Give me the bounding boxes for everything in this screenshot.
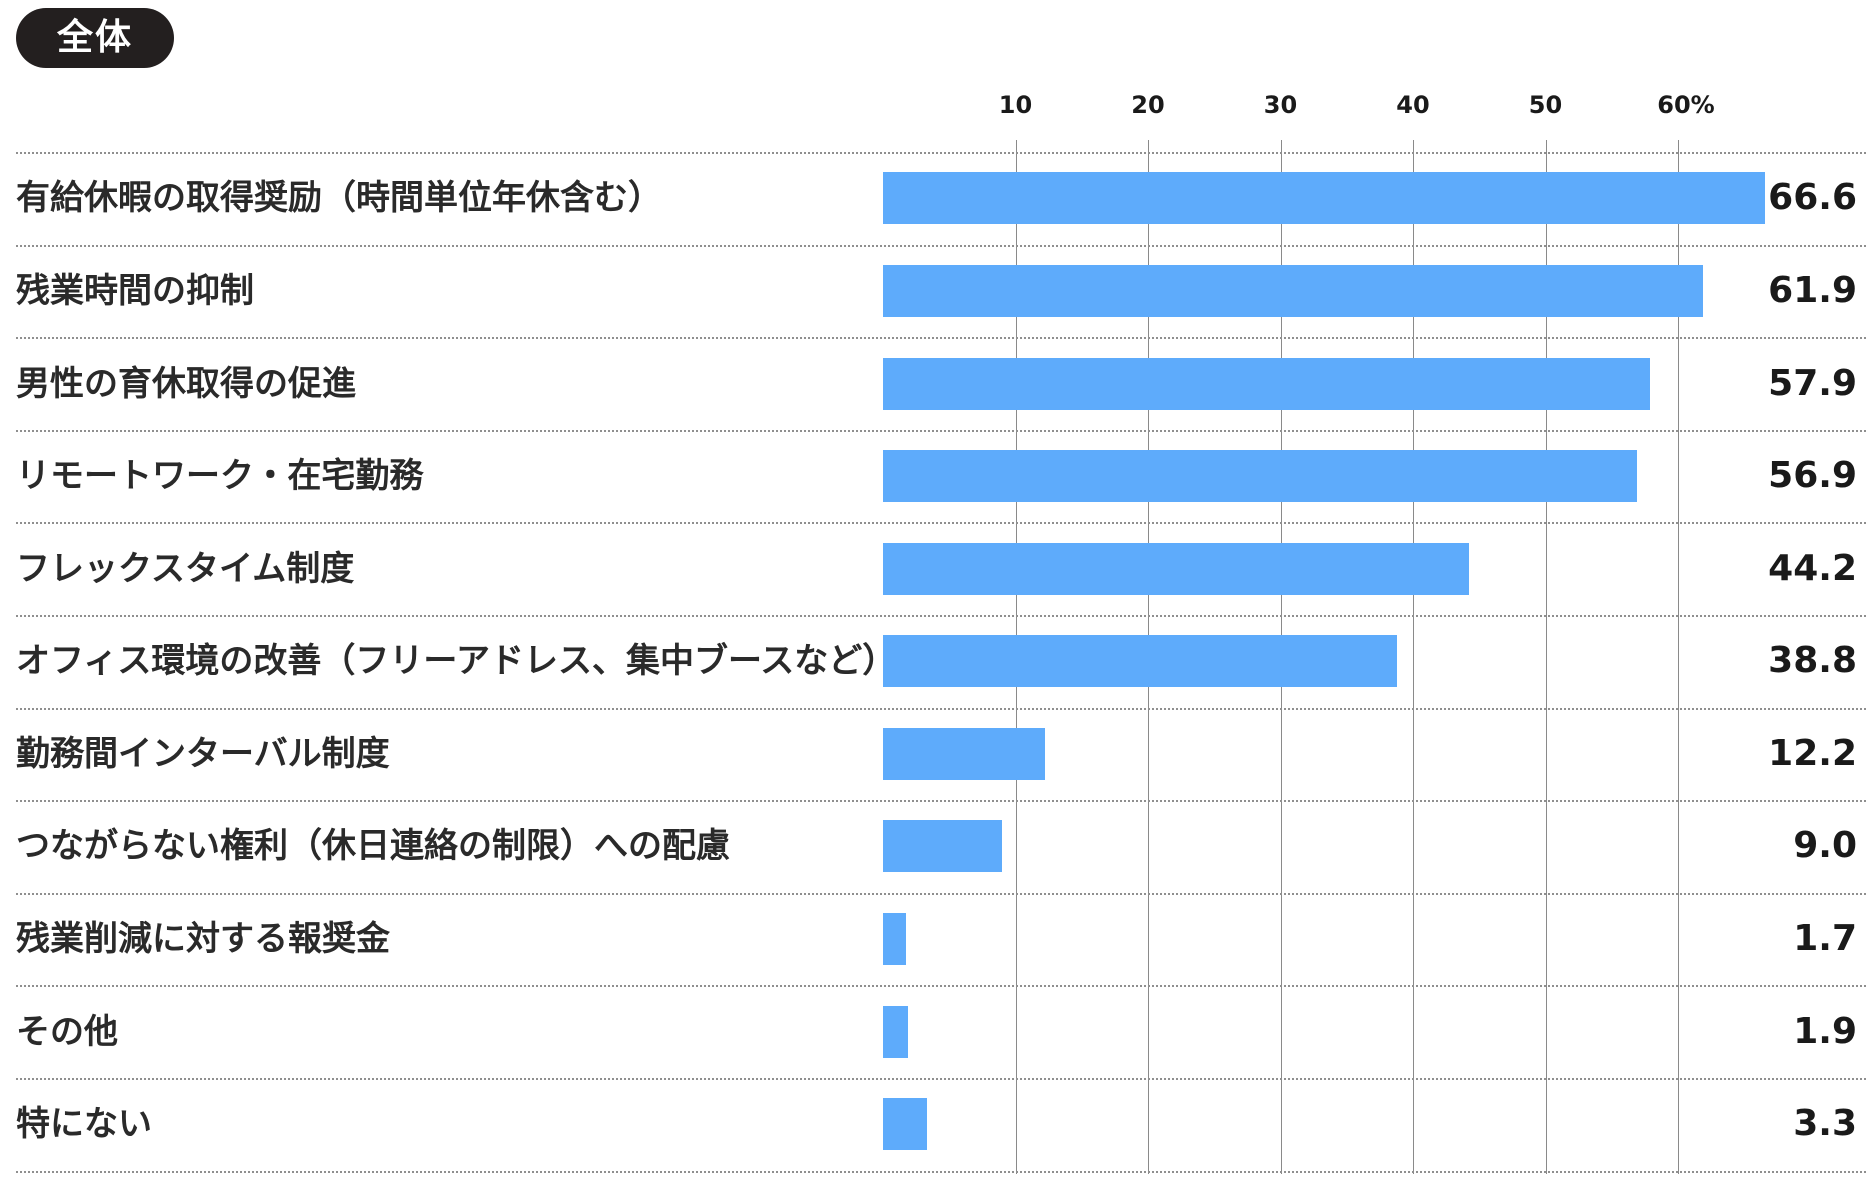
category-label: 特にない <box>16 1104 152 1144</box>
x-tick-label: 20 <box>1131 91 1165 119</box>
grid-line <box>1678 140 1679 1174</box>
bar <box>883 450 1637 502</box>
category-label: 有給休暇の取得奨励（時間単位年休含む） <box>16 178 662 218</box>
bar <box>883 1098 927 1150</box>
bar <box>883 543 1469 595</box>
category-label: 残業時間の抑制 <box>16 271 254 311</box>
row-separator <box>16 430 1866 432</box>
x-tick-label: 40 <box>1396 91 1430 119</box>
x-tick-label: 30 <box>1263 91 1298 119</box>
value-label: 66.6 <box>1768 177 1857 218</box>
row-separator <box>16 893 1866 895</box>
bar <box>883 728 1045 780</box>
category-label: オフィス環境の改善（フリーアドレス、集中ブースなど） <box>16 641 897 681</box>
group-badge: 全体 <box>16 8 174 68</box>
category-label: 残業削減に対する報奨金 <box>16 919 390 959</box>
row-separator <box>16 800 1866 802</box>
bar <box>883 1006 908 1058</box>
grid-line <box>1546 140 1547 1174</box>
bar <box>883 820 1002 872</box>
category-label: リモートワーク・在宅勤務 <box>16 456 424 496</box>
row-separator <box>16 1078 1866 1080</box>
value-label: 3.3 <box>1793 1103 1857 1144</box>
bar <box>883 358 1650 410</box>
x-tick-label: 50 <box>1528 91 1563 119</box>
value-label: 61.9 <box>1768 270 1857 311</box>
row-separator <box>16 985 1866 987</box>
value-label: 56.9 <box>1768 455 1857 496</box>
value-label: 44.2 <box>1768 548 1857 589</box>
row-separator <box>16 522 1866 524</box>
value-label: 57.9 <box>1768 363 1857 404</box>
bar <box>883 913 906 965</box>
row-separator <box>16 615 1866 617</box>
category-label: 男性の育休取得の促進 <box>16 364 356 404</box>
row-separator <box>16 152 1866 154</box>
category-label: つながらない権利（休日連絡の制限）への配慮 <box>16 826 730 866</box>
bar <box>883 635 1397 687</box>
value-label: 9.0 <box>1793 825 1857 866</box>
row-separator <box>16 245 1866 247</box>
value-label: 1.7 <box>1793 918 1857 959</box>
value-label: 38.8 <box>1768 640 1857 681</box>
x-tick-label: 60% <box>1657 91 1715 119</box>
value-label: 12.2 <box>1768 733 1857 774</box>
value-label: 1.9 <box>1793 1011 1857 1052</box>
category-label: その他 <box>16 1012 118 1052</box>
x-tick-label: 10 <box>998 91 1033 119</box>
bar <box>883 172 1765 224</box>
bar <box>883 265 1703 317</box>
grid-line <box>1413 140 1414 1174</box>
row-separator <box>16 337 1866 339</box>
category-label: フレックスタイム制度 <box>16 549 355 589</box>
row-separator <box>16 708 1866 710</box>
row-separator <box>16 1171 1866 1173</box>
category-label: 勤務間インターバル制度 <box>16 734 390 774</box>
